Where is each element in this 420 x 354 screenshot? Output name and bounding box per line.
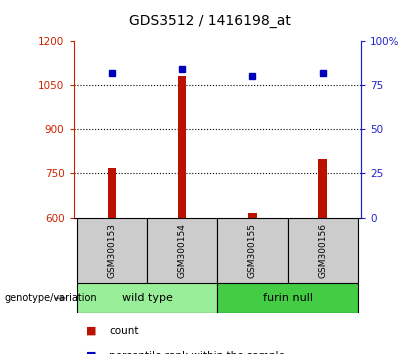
Text: GSM300153: GSM300153 — [108, 223, 117, 278]
Bar — [77, 218, 147, 283]
Bar — [288, 218, 358, 283]
Text: genotype/variation: genotype/variation — [4, 293, 97, 303]
Bar — [218, 218, 288, 283]
Text: ■: ■ — [86, 326, 97, 336]
Text: GSM300156: GSM300156 — [318, 223, 327, 278]
Text: GDS3512 / 1416198_at: GDS3512 / 1416198_at — [129, 14, 291, 28]
Text: count: count — [109, 326, 139, 336]
Bar — [147, 218, 218, 283]
Text: ■: ■ — [86, 351, 97, 354]
Bar — [248, 213, 257, 218]
Text: furin null: furin null — [262, 293, 312, 303]
Text: wild type: wild type — [122, 293, 173, 303]
Bar — [218, 283, 358, 313]
Bar — [178, 76, 186, 218]
Bar — [108, 167, 116, 218]
Text: percentile rank within the sample: percentile rank within the sample — [109, 351, 285, 354]
Bar — [77, 283, 218, 313]
Bar — [318, 159, 327, 218]
Text: GSM300154: GSM300154 — [178, 223, 187, 278]
Text: GSM300155: GSM300155 — [248, 223, 257, 278]
